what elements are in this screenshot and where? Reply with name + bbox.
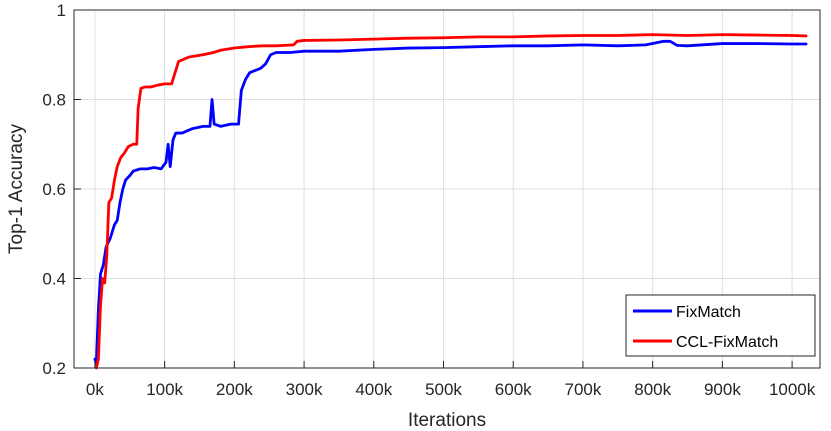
x-tick-label: 200k [216,380,253,399]
x-tick-label: 0k [86,380,104,399]
legend-box [625,294,816,357]
legend-label-fixmatch: FixMatch [676,304,741,321]
y-tick-label: 0.2 [42,359,66,378]
legend: FixMatch CCL-FixMatch [625,294,816,357]
x-tick-label: 800k [634,380,671,399]
x-tick-label: 300k [286,380,323,399]
y-tick-label: 0.6 [42,180,66,199]
y-tick-label: 1 [57,1,66,20]
y-axis-label: Top-1 Accuracy [6,124,27,254]
x-tick-label: 1000k [769,380,816,399]
x-axis-label: Iterations [408,410,486,431]
y-tick-label: 0.8 [42,91,66,110]
series-line-fixmatch [93,39,808,365]
x-tick-label: 600k [495,380,532,399]
x-tick-label: 500k [425,380,462,399]
x-tick-label: 100k [146,380,183,399]
tick-layer: 0k 100k 200k 300k 400k 500k 600k 700k 800k 900k 10… [42,1,815,399]
series-line-ccl-fixmatch [94,33,808,370]
legend-label-ccl-fixmatch: CCL-FixMatch [676,334,778,351]
x-tick-label: 700k [565,380,602,399]
x-tick-label: 900k [704,380,741,399]
series-layer [93,33,808,370]
y-tick-label: 0.4 [42,270,66,289]
x-tick-label: 400k [355,380,392,399]
